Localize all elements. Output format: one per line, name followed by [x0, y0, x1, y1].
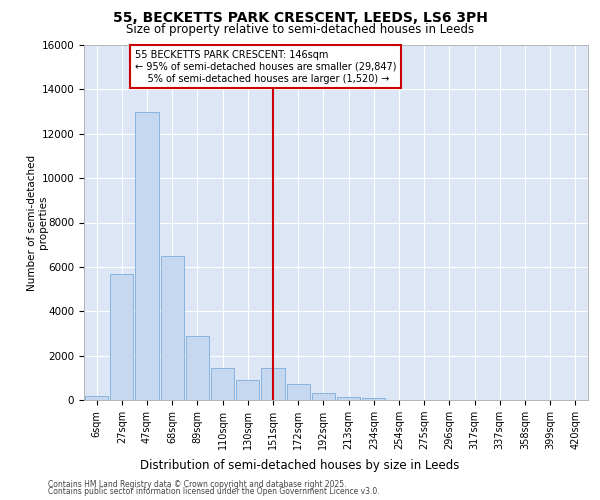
Bar: [85, 396, 108, 400]
Bar: [312, 394, 335, 400]
Text: Size of property relative to semi-detached houses in Leeds: Size of property relative to semi-detach…: [126, 22, 474, 36]
Bar: [362, 398, 385, 400]
Bar: [236, 380, 259, 400]
Text: Contains public sector information licensed under the Open Government Licence v3: Contains public sector information licen…: [48, 487, 380, 496]
Text: Contains HM Land Registry data © Crown copyright and database right 2025.: Contains HM Land Registry data © Crown c…: [48, 480, 347, 489]
Bar: [262, 368, 284, 400]
Bar: [337, 396, 360, 400]
Bar: [186, 336, 209, 400]
Bar: [110, 274, 133, 400]
Text: Distribution of semi-detached houses by size in Leeds: Distribution of semi-detached houses by …: [140, 460, 460, 472]
Bar: [211, 368, 234, 400]
Y-axis label: Number of semi-detached
properties: Number of semi-detached properties: [26, 154, 48, 290]
Bar: [287, 384, 310, 400]
Bar: [136, 112, 158, 400]
Text: 55, BECKETTS PARK CRESCENT, LEEDS, LS6 3PH: 55, BECKETTS PARK CRESCENT, LEEDS, LS6 3…: [113, 11, 487, 25]
Bar: [161, 256, 184, 400]
Text: 55 BECKETTS PARK CRESCENT: 146sqm
← 95% of semi-detached houses are smaller (29,: 55 BECKETTS PARK CRESCENT: 146sqm ← 95% …: [134, 50, 396, 84]
